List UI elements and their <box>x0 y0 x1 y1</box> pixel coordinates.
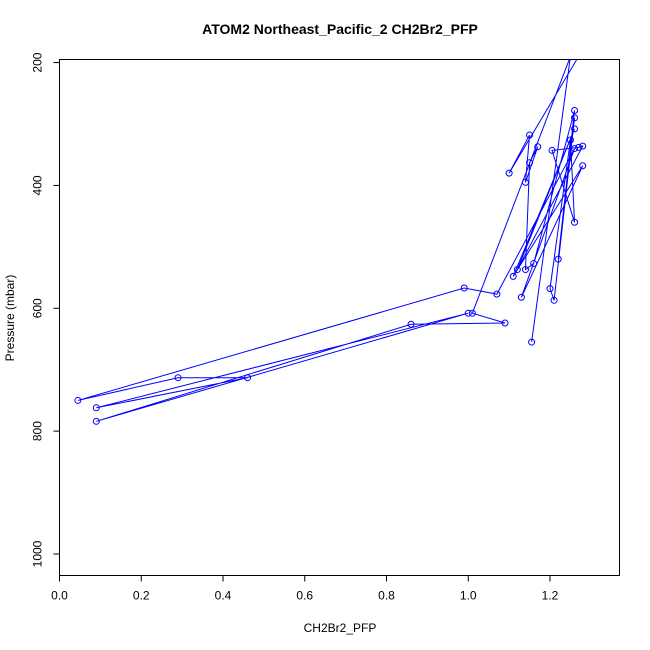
data-point <box>526 159 534 167</box>
data-point <box>174 374 182 382</box>
plot-area-frame <box>59 59 620 576</box>
x-tick-label: 0.0 <box>51 589 68 603</box>
y-tick-label: 400 <box>31 175 45 195</box>
data-point <box>571 106 579 114</box>
x-axis: 0.0 0.2 0.4 0.6 0.8 1.0 1.2 <box>51 575 559 603</box>
data-point <box>571 125 579 133</box>
data-point <box>548 146 556 154</box>
data-point <box>521 266 529 274</box>
data-point <box>526 131 534 139</box>
data-point <box>521 178 529 186</box>
data-point <box>493 290 501 298</box>
x-tick-label: 0.6 <box>296 589 313 603</box>
x-tick-label: 0.8 <box>378 589 395 603</box>
data-point <box>513 266 521 274</box>
x-axis-label: CH2Br2_PFP <box>304 621 377 635</box>
data-point <box>468 309 476 317</box>
data-point <box>579 162 587 170</box>
y-tick-label: 600 <box>31 298 45 318</box>
data-point <box>407 320 415 328</box>
x-tick-label: 0.2 <box>133 589 150 603</box>
data-point <box>530 259 538 267</box>
data-point <box>575 143 583 151</box>
y-tick-label: 800 <box>31 421 45 441</box>
data-point <box>509 272 517 280</box>
chart-title: ATOM2 Northeast_Pacific_2 CH2Br2_PFP <box>202 21 478 37</box>
data-point <box>571 114 579 122</box>
data-point <box>92 404 100 412</box>
data-point <box>579 142 587 150</box>
data-point <box>571 145 579 153</box>
y-tick-label: 1000 <box>31 540 45 567</box>
data-point <box>546 285 554 293</box>
series-layer <box>77 59 584 422</box>
data-point <box>464 309 472 317</box>
x-tick-label: 1.0 <box>460 589 477 603</box>
x-tick-label: 1.2 <box>542 589 559 603</box>
data-point <box>534 143 542 151</box>
data-point <box>244 374 252 382</box>
y-axis: 200 400 600 800 1000 <box>31 52 60 567</box>
data-point <box>550 296 558 304</box>
points-layer <box>74 106 587 425</box>
x-tick-label: 0.4 <box>215 589 232 603</box>
y-axis-label: Pressure (mbar) <box>3 275 17 362</box>
data-point <box>554 255 562 263</box>
data-point <box>528 338 536 346</box>
data-point <box>460 284 468 292</box>
data-point <box>74 396 82 404</box>
y-tick-label: 200 <box>31 52 45 72</box>
series-line <box>77 59 584 422</box>
data-point <box>517 293 525 301</box>
data-point <box>566 136 574 144</box>
data-point <box>501 319 509 327</box>
data-point <box>92 417 100 425</box>
data-point <box>505 169 513 177</box>
data-point <box>571 218 579 226</box>
